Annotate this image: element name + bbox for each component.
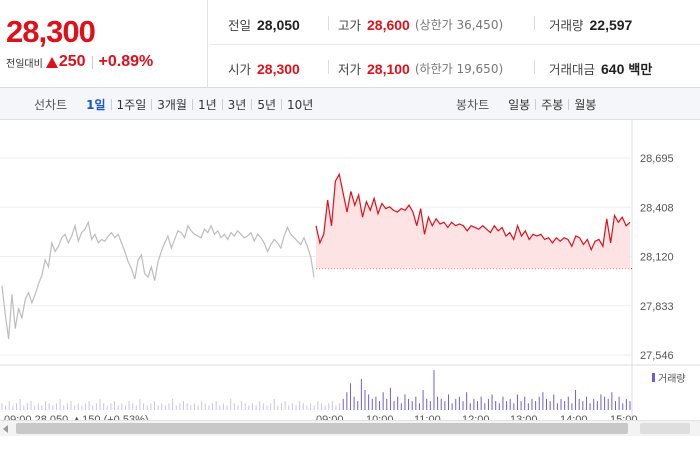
tab-3month[interactable]: 3개월 bbox=[157, 97, 187, 112]
volume-value: 22,597 bbox=[589, 16, 633, 33]
divider bbox=[534, 16, 535, 30]
divider bbox=[151, 98, 153, 110]
divider bbox=[251, 98, 253, 110]
price-box: 28,300 전일대비 250 +0.89% bbox=[0, 0, 208, 88]
line-chart-tabs: 선차트 1일 1주일 3개월 1년 3년 5년 10년 bbox=[34, 88, 318, 120]
x-tick-label: 10:00 bbox=[366, 414, 394, 420]
divider bbox=[210, 44, 700, 45]
x-tick-label: 15:00 bbox=[610, 414, 638, 420]
volume-legend-swatch bbox=[652, 373, 655, 382]
divider bbox=[534, 60, 535, 74]
change-label: 전일대비 bbox=[6, 58, 43, 70]
tab-5year[interactable]: 5년 bbox=[257, 97, 277, 112]
divider bbox=[568, 98, 570, 110]
line-chart-title: 선차트 bbox=[34, 97, 68, 112]
prev-close-label: 전일 bbox=[228, 18, 252, 33]
x-tick-label: 09:00 28,050 ▲150 (+0.53%) bbox=[4, 414, 149, 420]
upper-limit: (상한가 36,450) bbox=[414, 18, 504, 32]
y-tick-label: 27,546 bbox=[640, 350, 674, 362]
prev-close-stat: 전일 28,050 bbox=[228, 15, 300, 34]
divider bbox=[191, 98, 193, 110]
tab-monthly-candle[interactable]: 월봉 bbox=[574, 97, 597, 112]
volume-legend: 거래량 bbox=[652, 370, 686, 385]
y-tick-label: 27,833 bbox=[640, 301, 674, 313]
lower-limit: (하한가 19,650) bbox=[414, 62, 504, 76]
volume-stat: 거래량 22,597 bbox=[549, 15, 632, 34]
current-price: 28,300 bbox=[6, 14, 96, 49]
tab-daily-candle[interactable]: 일봉 bbox=[508, 97, 531, 112]
amount-value: 640 bbox=[601, 60, 625, 77]
prev-close-value: 28,050 bbox=[257, 16, 300, 33]
up-triangle-icon bbox=[45, 56, 58, 68]
high-value: 28,600 bbox=[367, 16, 410, 33]
tab-10year[interactable]: 10년 bbox=[287, 97, 314, 112]
stock-summary: 28,300 전일대비 250 +0.89% 전일 28,050 고가 28,6… bbox=[0, 0, 700, 88]
candle-chart-title: 봉차트 bbox=[456, 97, 490, 112]
divider bbox=[221, 98, 223, 110]
tab-weekly-candle[interactable]: 주봉 bbox=[541, 97, 564, 112]
scrollbar-thumb[interactable] bbox=[16, 423, 628, 434]
tab-1year[interactable]: 1년 bbox=[197, 97, 217, 112]
amount-stat: 거래대금 640 백만 bbox=[549, 59, 653, 79]
today-series-line bbox=[315, 172, 631, 252]
x-tick-label: 13:00 bbox=[510, 414, 538, 420]
amount-label: 거래대금 bbox=[549, 62, 596, 77]
low-value: 28,100 bbox=[367, 60, 410, 77]
price-chart[interactable]: 28,695 28,408 28,120 27,833 27,546 09:00 28,0… bbox=[0, 120, 700, 450]
x-tick-label: 14:00 bbox=[560, 414, 588, 420]
tab-1week[interactable]: 1주일 bbox=[116, 97, 147, 112]
prev-day-series-line bbox=[1, 220, 315, 339]
chart-tab-bar: 선차트 1일 1주일 3개월 1년 3년 5년 10년 봉차트 일봉 주봉 월봉 bbox=[0, 88, 700, 120]
low-label: 저가 bbox=[338, 62, 362, 77]
change-value: 250 bbox=[58, 53, 86, 70]
candle-chart-tabs: 봉차트 일봉 주봉 월봉 bbox=[456, 88, 601, 120]
change-row: 전일대비 250 +0.89% bbox=[6, 53, 153, 71]
today-series-area bbox=[316, 174, 630, 269]
high-label: 고가 bbox=[338, 18, 362, 33]
price-chart-svg[interactable]: 28,695 28,408 28,120 27,833 27,546 09:00 28,0… bbox=[0, 120, 700, 420]
change-rate: +0.89% bbox=[98, 53, 154, 70]
divider bbox=[110, 98, 112, 110]
x-tick-label: 12:00 bbox=[462, 414, 490, 420]
volume-legend-label: 거래량 bbox=[658, 374, 686, 385]
open-stat: 시가 28,300 bbox=[228, 59, 300, 78]
low-stat: 저가 28,100 (하한가 19,650) bbox=[338, 59, 503, 78]
tab-1day[interactable]: 1일 bbox=[86, 97, 106, 112]
open-label: 시가 bbox=[228, 62, 252, 77]
open-value: 28,300 bbox=[257, 60, 300, 77]
amount-unit: 백만 bbox=[628, 63, 653, 78]
high-stat: 고가 28,600 (상한가 36,450) bbox=[338, 15, 503, 34]
divider bbox=[91, 55, 93, 69]
volume-label: 거래량 bbox=[549, 18, 584, 33]
tab-3year[interactable]: 3년 bbox=[227, 97, 247, 112]
chart-scrollbar[interactable] bbox=[0, 420, 700, 436]
y-tick-label: 28,695 bbox=[640, 153, 674, 165]
divider bbox=[328, 16, 329, 30]
x-tick-label: 11:00 bbox=[414, 414, 441, 420]
scrollbar-track-end bbox=[640, 423, 690, 434]
divider bbox=[281, 98, 283, 110]
divider bbox=[328, 60, 329, 74]
y-tick-label: 28,408 bbox=[640, 202, 674, 214]
divider bbox=[535, 98, 537, 110]
x-tick-label: 09:00 bbox=[316, 414, 344, 420]
scroll-left-arrow-icon[interactable] bbox=[3, 425, 8, 433]
y-tick-label: 28,120 bbox=[640, 252, 674, 264]
